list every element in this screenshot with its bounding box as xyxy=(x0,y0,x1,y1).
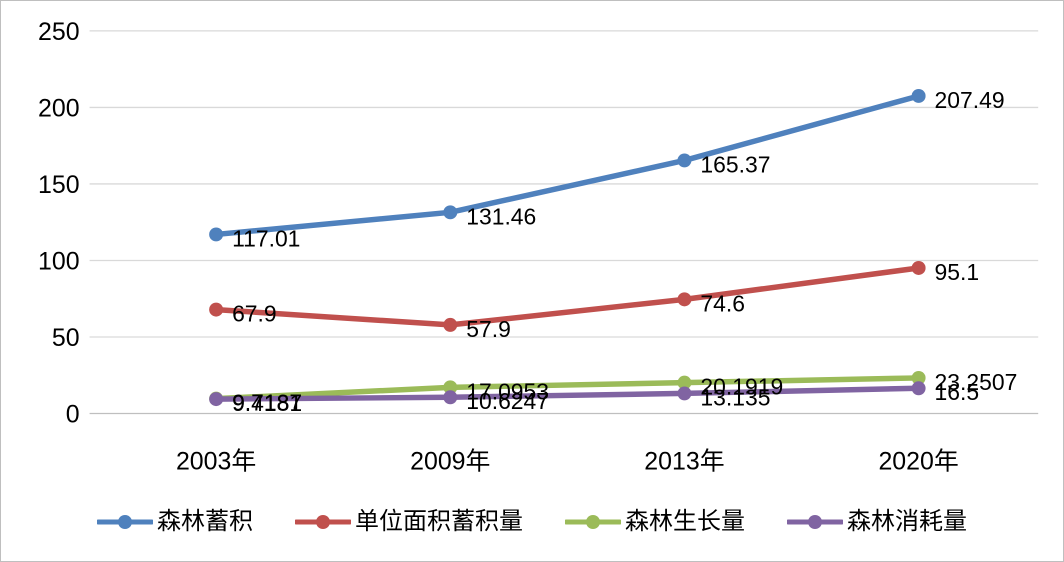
data-label: 57.9 xyxy=(466,316,511,342)
legend-label: 森林消耗量 xyxy=(847,508,967,535)
data-point-marker xyxy=(443,380,458,395)
data-point-marker xyxy=(677,375,692,390)
data-label: 9.7187 xyxy=(232,390,302,416)
data-label: 13.135 xyxy=(700,384,770,410)
legend-marker-icon xyxy=(295,515,351,529)
legend-marker-icon xyxy=(787,515,843,529)
data-label: 10.6247 xyxy=(466,388,549,414)
data-label: 23.2507 xyxy=(935,369,1018,395)
data-label: 207.49 xyxy=(935,87,1005,113)
series-line xyxy=(213,385,922,402)
data-point-marker xyxy=(677,292,692,307)
legend-marker-icon xyxy=(565,515,621,529)
series-line xyxy=(213,375,922,402)
legend-label: 森林生长量 xyxy=(625,508,745,535)
y-axis-tick-label: 200 xyxy=(38,94,80,122)
data-point-marker xyxy=(911,260,926,275)
data-point-marker xyxy=(209,227,224,242)
data-point-marker xyxy=(911,88,926,103)
data-label: 16.5 xyxy=(935,379,980,405)
data-label: 20.1919 xyxy=(700,374,783,400)
legend-item-0: 森林蓄积 xyxy=(97,510,253,534)
data-label: 74.6 xyxy=(700,290,745,316)
data-point-marker xyxy=(209,392,224,407)
y-axis-tick-label: 50 xyxy=(52,324,80,352)
data-point-marker xyxy=(911,381,926,396)
data-label: 131.46 xyxy=(466,203,536,229)
data-point-marker xyxy=(443,205,458,220)
data-label: 117.01 xyxy=(232,225,300,251)
data-label: 165.37 xyxy=(700,151,770,177)
series-line xyxy=(213,93,922,238)
data-label: 95.1 xyxy=(935,259,980,285)
y-axis-tick-label: 100 xyxy=(38,247,80,275)
data-point-marker xyxy=(443,317,458,332)
y-axis-tick-label: 150 xyxy=(38,171,80,199)
y-axis-tick-label: 0 xyxy=(66,400,80,428)
data-point-marker xyxy=(677,386,692,401)
data-point-marker xyxy=(677,153,692,168)
legend-dot xyxy=(316,515,330,529)
legend-item-1: 单位面积蓄积量 xyxy=(295,510,523,534)
legend-dot xyxy=(808,515,822,529)
data-label: 9.4181 xyxy=(232,390,302,416)
legend-marker-icon xyxy=(97,515,153,529)
legend-dot xyxy=(118,515,132,529)
y-axis-tick-label: 250 xyxy=(38,18,80,46)
data-point-marker xyxy=(443,390,458,405)
legend-dot xyxy=(586,515,600,529)
data-label: 67.9 xyxy=(232,301,277,327)
x-axis-tick-label: 2003年 xyxy=(176,447,256,475)
chart-legend: 森林蓄积 单位面积蓄积量 森林生长量 森林消耗量 xyxy=(1,499,1063,545)
legend-item-3: 森林消耗量 xyxy=(787,510,967,534)
data-label: 17.0953 xyxy=(466,378,549,404)
x-axis-tick-label: 2009年 xyxy=(410,447,490,475)
data-point-marker xyxy=(209,302,224,317)
legend-label: 单位面积蓄积量 xyxy=(355,508,523,535)
legend-label: 森林蓄积 xyxy=(157,508,253,535)
x-axis-tick-label: 2013年 xyxy=(644,447,724,475)
x-axis-tick-label: 2020年 xyxy=(878,447,958,475)
legend-item-2: 森林生长量 xyxy=(565,510,745,534)
series-line xyxy=(213,265,922,328)
data-point-marker xyxy=(911,370,926,385)
